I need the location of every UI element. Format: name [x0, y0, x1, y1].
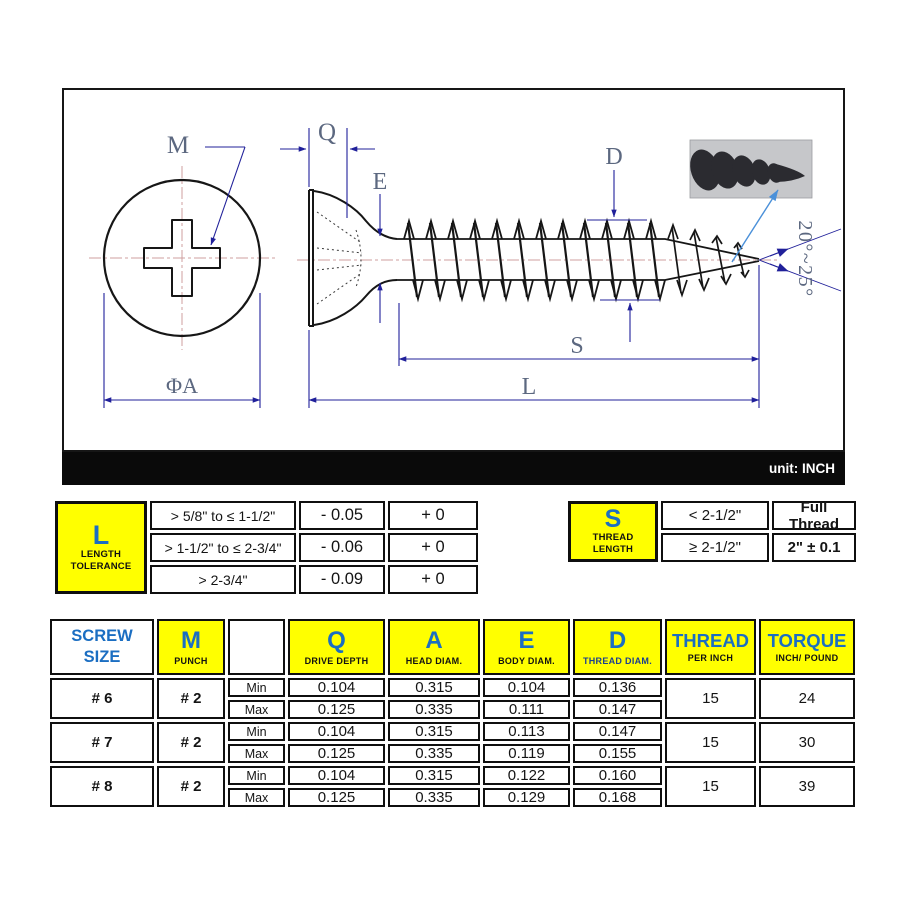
header-a-head-diam: A HEAD DIAM.	[388, 619, 480, 675]
l-minus-cell: - 0.06	[299, 533, 385, 562]
l-minus-cell: - 0.05	[299, 501, 385, 530]
header-m-punch: M PUNCH	[157, 619, 225, 675]
torque-cell: 24	[759, 678, 855, 719]
header-e-body-diam: E BODY DIAM.	[483, 619, 570, 675]
value-cell: 0.168	[573, 788, 662, 807]
header-d-thread-diam: D THREAD DIAM.	[573, 619, 662, 675]
header-q-drive-depth: Q DRIVE DEPTH	[288, 619, 385, 675]
value-cell: 0.125	[288, 744, 385, 763]
thread-cell: 15	[665, 678, 756, 719]
label-e: E	[373, 169, 388, 195]
l-letter: L	[92, 520, 110, 551]
header-blank	[228, 619, 285, 675]
thread-length-table: S THREAD LENGTH < 2-1/2" Full Thread ≥ 2…	[568, 499, 856, 562]
value-cell: 0.147	[573, 700, 662, 719]
l-title-line2: TOLERANCE	[70, 561, 132, 572]
drawing-panel: M Q E D S L ΦA 20°~25°	[62, 88, 845, 452]
minmax-label: Min	[228, 766, 285, 785]
thread-cell: 15	[665, 722, 756, 763]
value-cell: 0.104	[483, 678, 570, 697]
value-cell: 0.111	[483, 700, 570, 719]
value-cell: 0.113	[483, 722, 570, 741]
s-table-header: S THREAD LENGTH	[568, 501, 658, 562]
unit-label: unit: INCH	[769, 461, 835, 476]
value-cell: 0.125	[288, 700, 385, 719]
label-q: Q	[318, 119, 336, 146]
screw-front-view	[102, 178, 262, 338]
minmax-label: Max	[228, 700, 285, 719]
recess-hidden-lines	[316, 211, 363, 305]
s-value-cell: Full Thread	[772, 499, 856, 533]
l-plus-cell: + 0	[388, 565, 478, 594]
length-tolerance-table: L LENGTH TOLERANCE > 5/8" to ≤ 1-1/2" - …	[55, 501, 478, 594]
screw-tip-photo	[689, 139, 813, 199]
label-s: S	[570, 333, 583, 359]
header-screw-size: SCREW SIZE	[50, 619, 154, 675]
value-cell: 0.104	[288, 766, 385, 785]
screw-size-cell: # 8	[50, 766, 154, 807]
value-cell: 0.155	[573, 744, 662, 763]
value-cell: 0.335	[388, 700, 480, 719]
label-m: M	[167, 132, 189, 159]
screw-side-view	[308, 189, 760, 327]
l-range-cell: > 1-1/2" to ≤ 2-3/4"	[150, 533, 296, 562]
value-cell: 0.104	[288, 722, 385, 741]
l-plus-cell: + 0	[388, 533, 478, 562]
thread-crests-top	[403, 217, 657, 240]
screw-size-cell: # 7	[50, 722, 154, 763]
punch-cell: # 2	[157, 766, 225, 807]
label-point-angle: 20°~25°	[794, 220, 816, 297]
l-plus-cell: + 0	[388, 501, 478, 530]
s-range-cell: < 2-1/2"	[661, 501, 769, 530]
label-phi-a: ΦA	[166, 373, 198, 398]
thread-cell: 15	[665, 766, 756, 807]
punch-cell: # 2	[157, 678, 225, 719]
minmax-label: Min	[228, 678, 285, 697]
value-cell: 0.315	[388, 722, 480, 741]
l-table-header: L LENGTH TOLERANCE	[55, 501, 147, 594]
value-cell: 0.315	[388, 678, 480, 697]
s-title-line1: THREAD	[592, 532, 634, 544]
value-cell: 0.335	[388, 788, 480, 807]
s-letter: S	[604, 505, 622, 534]
photo-leader-arrow	[731, 189, 779, 263]
thread-crests-bottom	[412, 279, 666, 303]
minmax-label: Max	[228, 788, 285, 807]
thread-helix-lines	[406, 222, 661, 298]
screw-drawing: M Q E D S L ΦA 20°~25°	[89, 119, 842, 408]
torque-cell: 30	[759, 722, 855, 763]
screw-size-cell: # 6	[50, 678, 154, 719]
value-cell: 0.129	[483, 788, 570, 807]
s-range-cell: ≥ 2-1/2"	[661, 533, 769, 562]
s-title-line2: LENGTH	[592, 544, 634, 555]
header-torque: TORQUE INCH/ POUND	[759, 619, 855, 675]
spec-table: SCREW SIZE M PUNCH Q DRIVE DEPTH A HEAD …	[50, 619, 855, 807]
header-thread-per-inch: THREAD PER INCH	[665, 619, 756, 675]
dimension-lines	[103, 128, 842, 408]
value-cell: 0.335	[388, 744, 480, 763]
s-value-cell: 2" ± 0.1	[772, 533, 856, 562]
value-cell: 0.104	[288, 678, 385, 697]
l-range-cell: > 5/8" to ≤ 1-1/2"	[150, 501, 296, 530]
value-cell: 0.119	[483, 744, 570, 763]
torque-cell: 39	[759, 766, 855, 807]
tip-threads	[667, 222, 750, 298]
value-cell: 0.136	[573, 678, 662, 697]
value-cell: 0.122	[483, 766, 570, 785]
minmax-label: Min	[228, 722, 285, 741]
phillips-cross	[143, 219, 221, 297]
value-cell: 0.125	[288, 788, 385, 807]
l-range-cell: > 2-3/4"	[150, 565, 296, 594]
minmax-label: Max	[228, 744, 285, 763]
l-minus-cell: - 0.09	[299, 565, 385, 594]
l-title-line1: LENGTH	[80, 549, 122, 561]
value-cell: 0.147	[573, 722, 662, 741]
value-cell: 0.160	[573, 766, 662, 785]
punch-cell: # 2	[157, 722, 225, 763]
label-d: D	[605, 144, 622, 170]
label-l: L	[522, 374, 537, 400]
value-cell: 0.315	[388, 766, 480, 785]
unit-bar: unit: INCH	[62, 452, 845, 485]
